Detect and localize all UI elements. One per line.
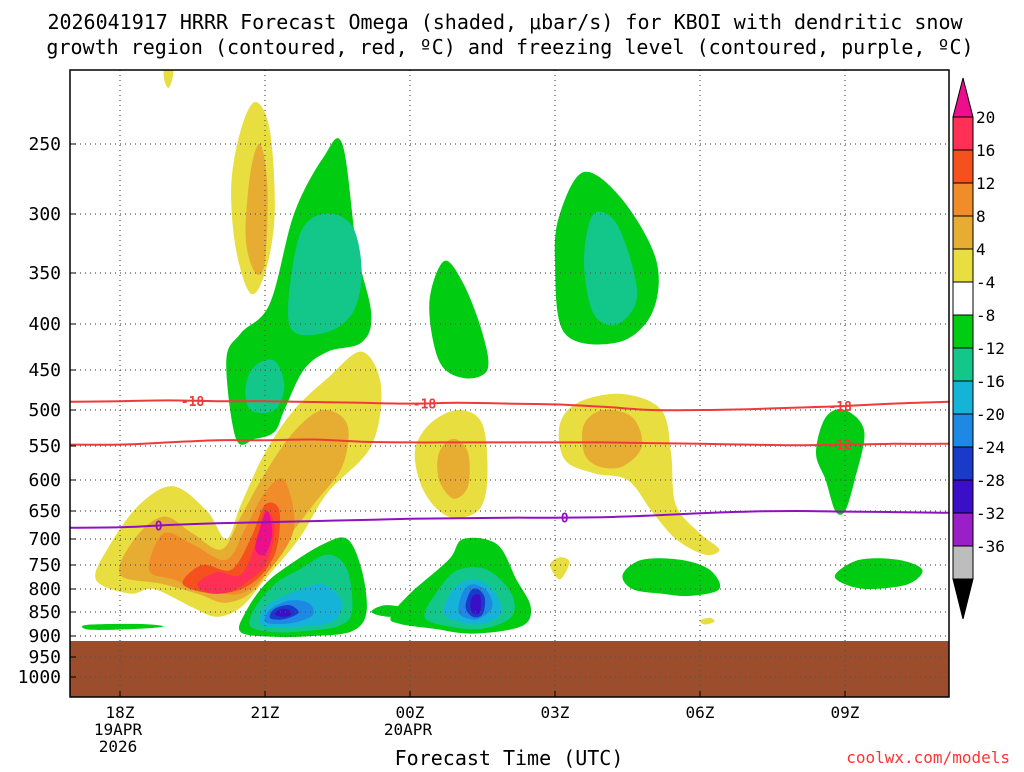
x-tick-label-03Z: 03Z (541, 703, 570, 722)
y-tick-label-400: 400 (28, 314, 61, 335)
x-date-label: 19APR (94, 720, 143, 739)
x-tick-label-18Z: 18Z (106, 703, 135, 722)
x-axis-label: Forecast Time (UTC) (395, 746, 624, 768)
omega-region-upward-motion-1900z-surface (81, 623, 164, 630)
colorbar-label: 20 (976, 108, 995, 127)
omega-region-downward-motion-0400z-midlevel (558, 393, 720, 556)
x-tick-label-06Z: 06Z (686, 703, 715, 722)
colorbar-swatch (952, 281, 974, 316)
omega-region-upward-motion-0800z-lowlevel (834, 558, 923, 589)
omega-region-upward-motion-0000z-upper (429, 260, 489, 379)
omega-region-upward-motion-2200z-purple (274, 609, 292, 617)
contour-dendritic-top (70, 399, 949, 412)
colorbar-bottom-arrow (952, 578, 974, 620)
colorbar-swatch (952, 479, 974, 514)
colorbar-label: 16 (976, 141, 995, 160)
omega-region-upward-motion-2100z-core (288, 213, 362, 336)
contour-label-dendritic-top: -18 (181, 395, 205, 410)
colorbar-swatch (952, 149, 974, 184)
colorbar-label: -20 (976, 405, 1005, 424)
x-tick-label-21Z: 21Z (251, 703, 280, 722)
y-tick-label-550: 550 (28, 436, 61, 457)
omega-region-downward-motion-0400z-core (581, 409, 643, 469)
colorbar-label: -16 (976, 372, 1005, 391)
omega-shading-layer (81, 70, 1024, 638)
omega-region-upward-motion-0800z-midlevel (816, 409, 865, 515)
colorbar-label: -36 (976, 537, 1005, 556)
contour-label-dendritic-top: -18 (828, 400, 852, 415)
y-tick-label-250: 250 (28, 134, 61, 155)
colorbar-label: -32 (976, 504, 1005, 523)
colorbar-swatch (952, 116, 974, 151)
colorbar-swatch (952, 413, 974, 448)
x-tick-label-00Z: 00Z (396, 703, 425, 722)
colorbar-label: -4 (976, 273, 995, 292)
omega-region-downward-motion-0000z-core (437, 438, 470, 499)
y-tick-label-700: 700 (28, 529, 61, 550)
omega-region-downward-motion-1100z-lowlevel (1019, 516, 1024, 549)
y-tick-label-800: 800 (28, 579, 61, 600)
colorbar-swatch (952, 182, 974, 217)
contour-freezing-level (70, 509, 949, 529)
ground-terrain (70, 641, 949, 697)
colorbar-swatch (952, 446, 974, 481)
contour-layer: -18 -18 -18 -12 0 0 (70, 395, 949, 534)
y-tick-label-500: 500 (28, 400, 61, 421)
colorbar-label: -24 (976, 438, 1005, 457)
source-credit: coolwx.com/models (846, 748, 1010, 767)
chart-title-line-1: 2026041917 HRRR Forecast Omega (shaded, … (47, 10, 963, 34)
omega-region-downward-motion-0300z-lowlevel (550, 557, 570, 580)
y-tick-label-300: 300 (28, 204, 61, 225)
plot-frame (69, 69, 950, 698)
contour-label-dendritic-top: -18 (413, 397, 437, 412)
x-date-label: 20APR (384, 720, 433, 739)
colorbar-swatch (952, 314, 974, 349)
omega-region-upward-motion-0330z-lowlevel (622, 558, 721, 597)
y-tick-label-900: 900 (28, 626, 61, 647)
contour-label-dendritic-bottom: -12 (828, 439, 851, 454)
omega-colorbar: 20 16 12 8 4 -4 -8 -12 -16 -20 -24 -28 -32 -36 (952, 77, 1005, 620)
colorbar-swatch (952, 248, 974, 283)
y-tick-label-750: 750 (28, 555, 61, 576)
y-tick-label-600: 600 (28, 470, 61, 491)
chart-title-line-2: growth region (contoured, red, ºC) and f… (46, 35, 973, 59)
y-tick-label-450: 450 (28, 360, 61, 381)
y-tick-label-1000: 1000 (18, 667, 61, 688)
x-year-label: 2026 (99, 737, 138, 756)
contour-dendritic-bottom (70, 438, 949, 447)
omega-region-upward-motion-2100z-lower-core (245, 359, 285, 413)
colorbar-swatch (952, 347, 974, 382)
colorbar-label: -12 (976, 339, 1005, 358)
colorbar-swatch (952, 545, 974, 580)
y-tick-label-950: 950 (28, 647, 61, 668)
colorbar-label: 4 (976, 240, 986, 259)
colorbar-label: -28 (976, 471, 1005, 490)
colorbar-swatch (952, 380, 974, 415)
y-tick-label-650: 650 (28, 501, 61, 522)
omega-region-downward-motion-0600z-surface (699, 617, 715, 625)
omega-region-upward-motion-1100z-upper (1004, 143, 1024, 289)
contour-label-freezing-level: 0 (561, 512, 569, 527)
colorbar-label: -8 (976, 306, 995, 325)
omega-region-downward-motion-1900z-top (163, 70, 174, 88)
colorbar-swatch (952, 215, 974, 250)
y-tick-label-850: 850 (28, 602, 61, 623)
colorbar-label: 8 (976, 207, 986, 226)
colorbar-label: 12 (976, 174, 995, 193)
colorbar-swatch (952, 512, 974, 547)
x-tick-label-09Z: 09Z (831, 703, 860, 722)
y-tick-label-350: 350 (28, 263, 61, 284)
omega-region-upward-motion-0100z-tail (371, 605, 411, 617)
contour-label-freezing-level: 0 (155, 519, 163, 534)
omega-region-downward-motion-2100z-upper-orange (245, 143, 268, 275)
omega-region-upward-motion-0100z-purple (470, 594, 481, 614)
colorbar-top-arrow (952, 77, 974, 118)
omega-region-upward-motion-0300z-core (584, 211, 638, 326)
omega-region-downward-motion-2000z-magenta (197, 510, 275, 594)
